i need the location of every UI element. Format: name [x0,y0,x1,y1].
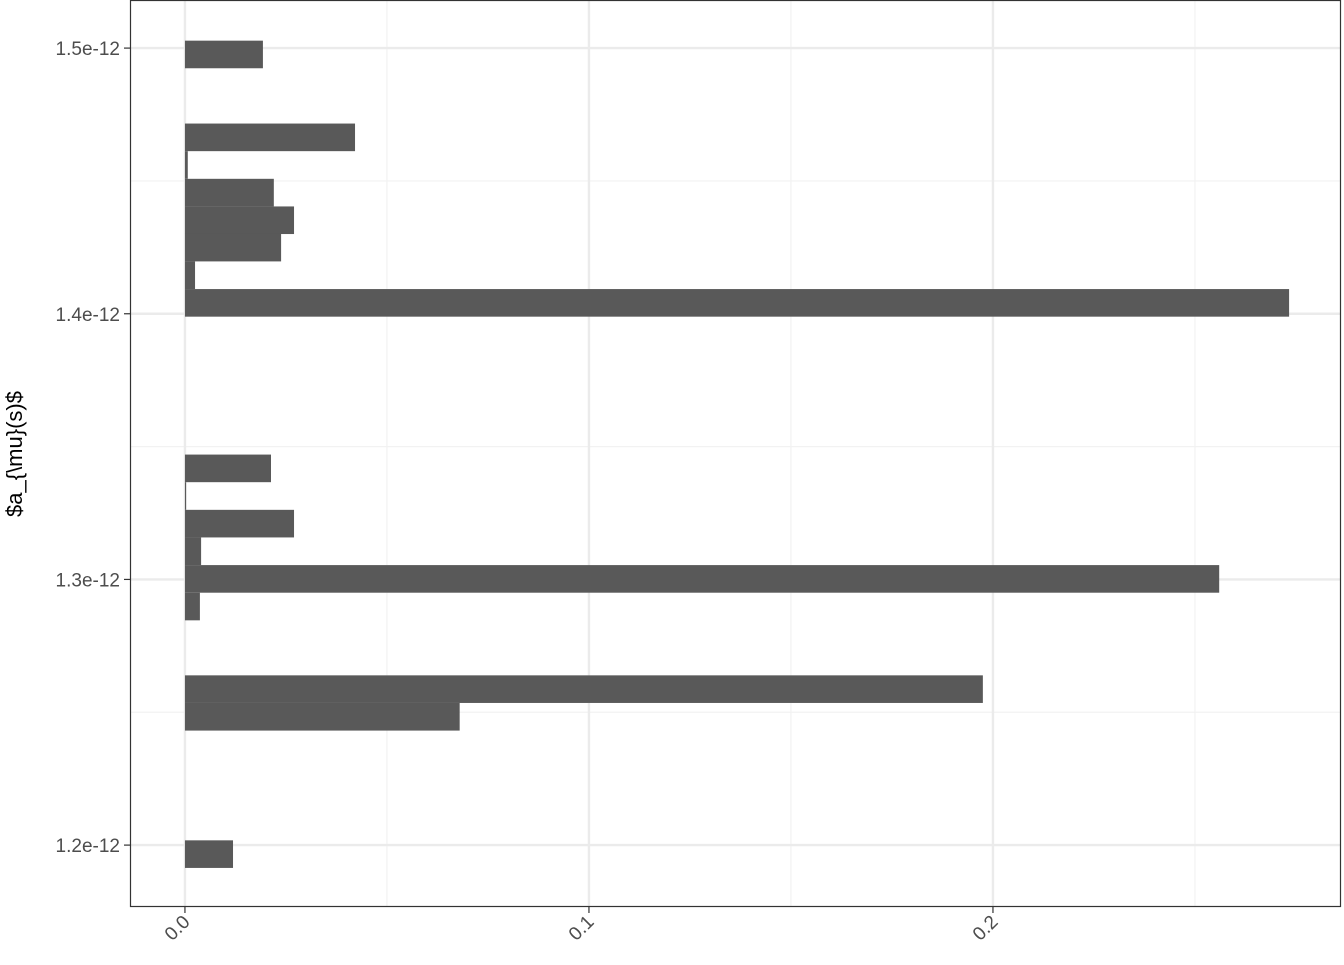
histogram-bar [184,840,234,868]
y-axis: 1.2e-12 1.3e-12 1.4e-12 1.5e-12 [56,39,130,857]
histogram-bar [184,206,295,235]
y-tick-label: 1.5e-12 [56,39,120,60]
histogram-bar [184,123,356,152]
histogram-bar [184,537,202,566]
y-tick-label: 1.3e-12 [56,570,120,591]
histogram-bar [184,454,271,483]
histogram-bar [184,261,196,290]
histogram-bar [184,40,263,69]
bars [184,40,1290,868]
histogram-bar [184,482,187,510]
x-tick-label: 0.2 [969,912,1003,946]
y-tick-label: 1.4e-12 [56,305,120,326]
panel-border [129,0,1342,908]
histogram-bar [184,233,282,262]
histogram-bar [184,675,983,703]
histogram-bar [184,592,200,621]
x-tick-label: 0.0 [161,912,195,946]
histogram-bar [184,151,188,179]
y-axis-label: $a_{\mu}(s)$ [2,391,27,517]
y-tick-label: 1.2e-12 [56,836,120,857]
histogram-bar [184,565,1220,593]
x-axis: 0.0 0.1 0.2 [161,907,1003,946]
histogram-bar [184,289,1290,317]
histogram-bar [184,702,460,731]
histogram-bar [184,178,274,207]
x-tick-label: 0.1 [565,912,599,946]
histogram-bar [184,509,295,538]
